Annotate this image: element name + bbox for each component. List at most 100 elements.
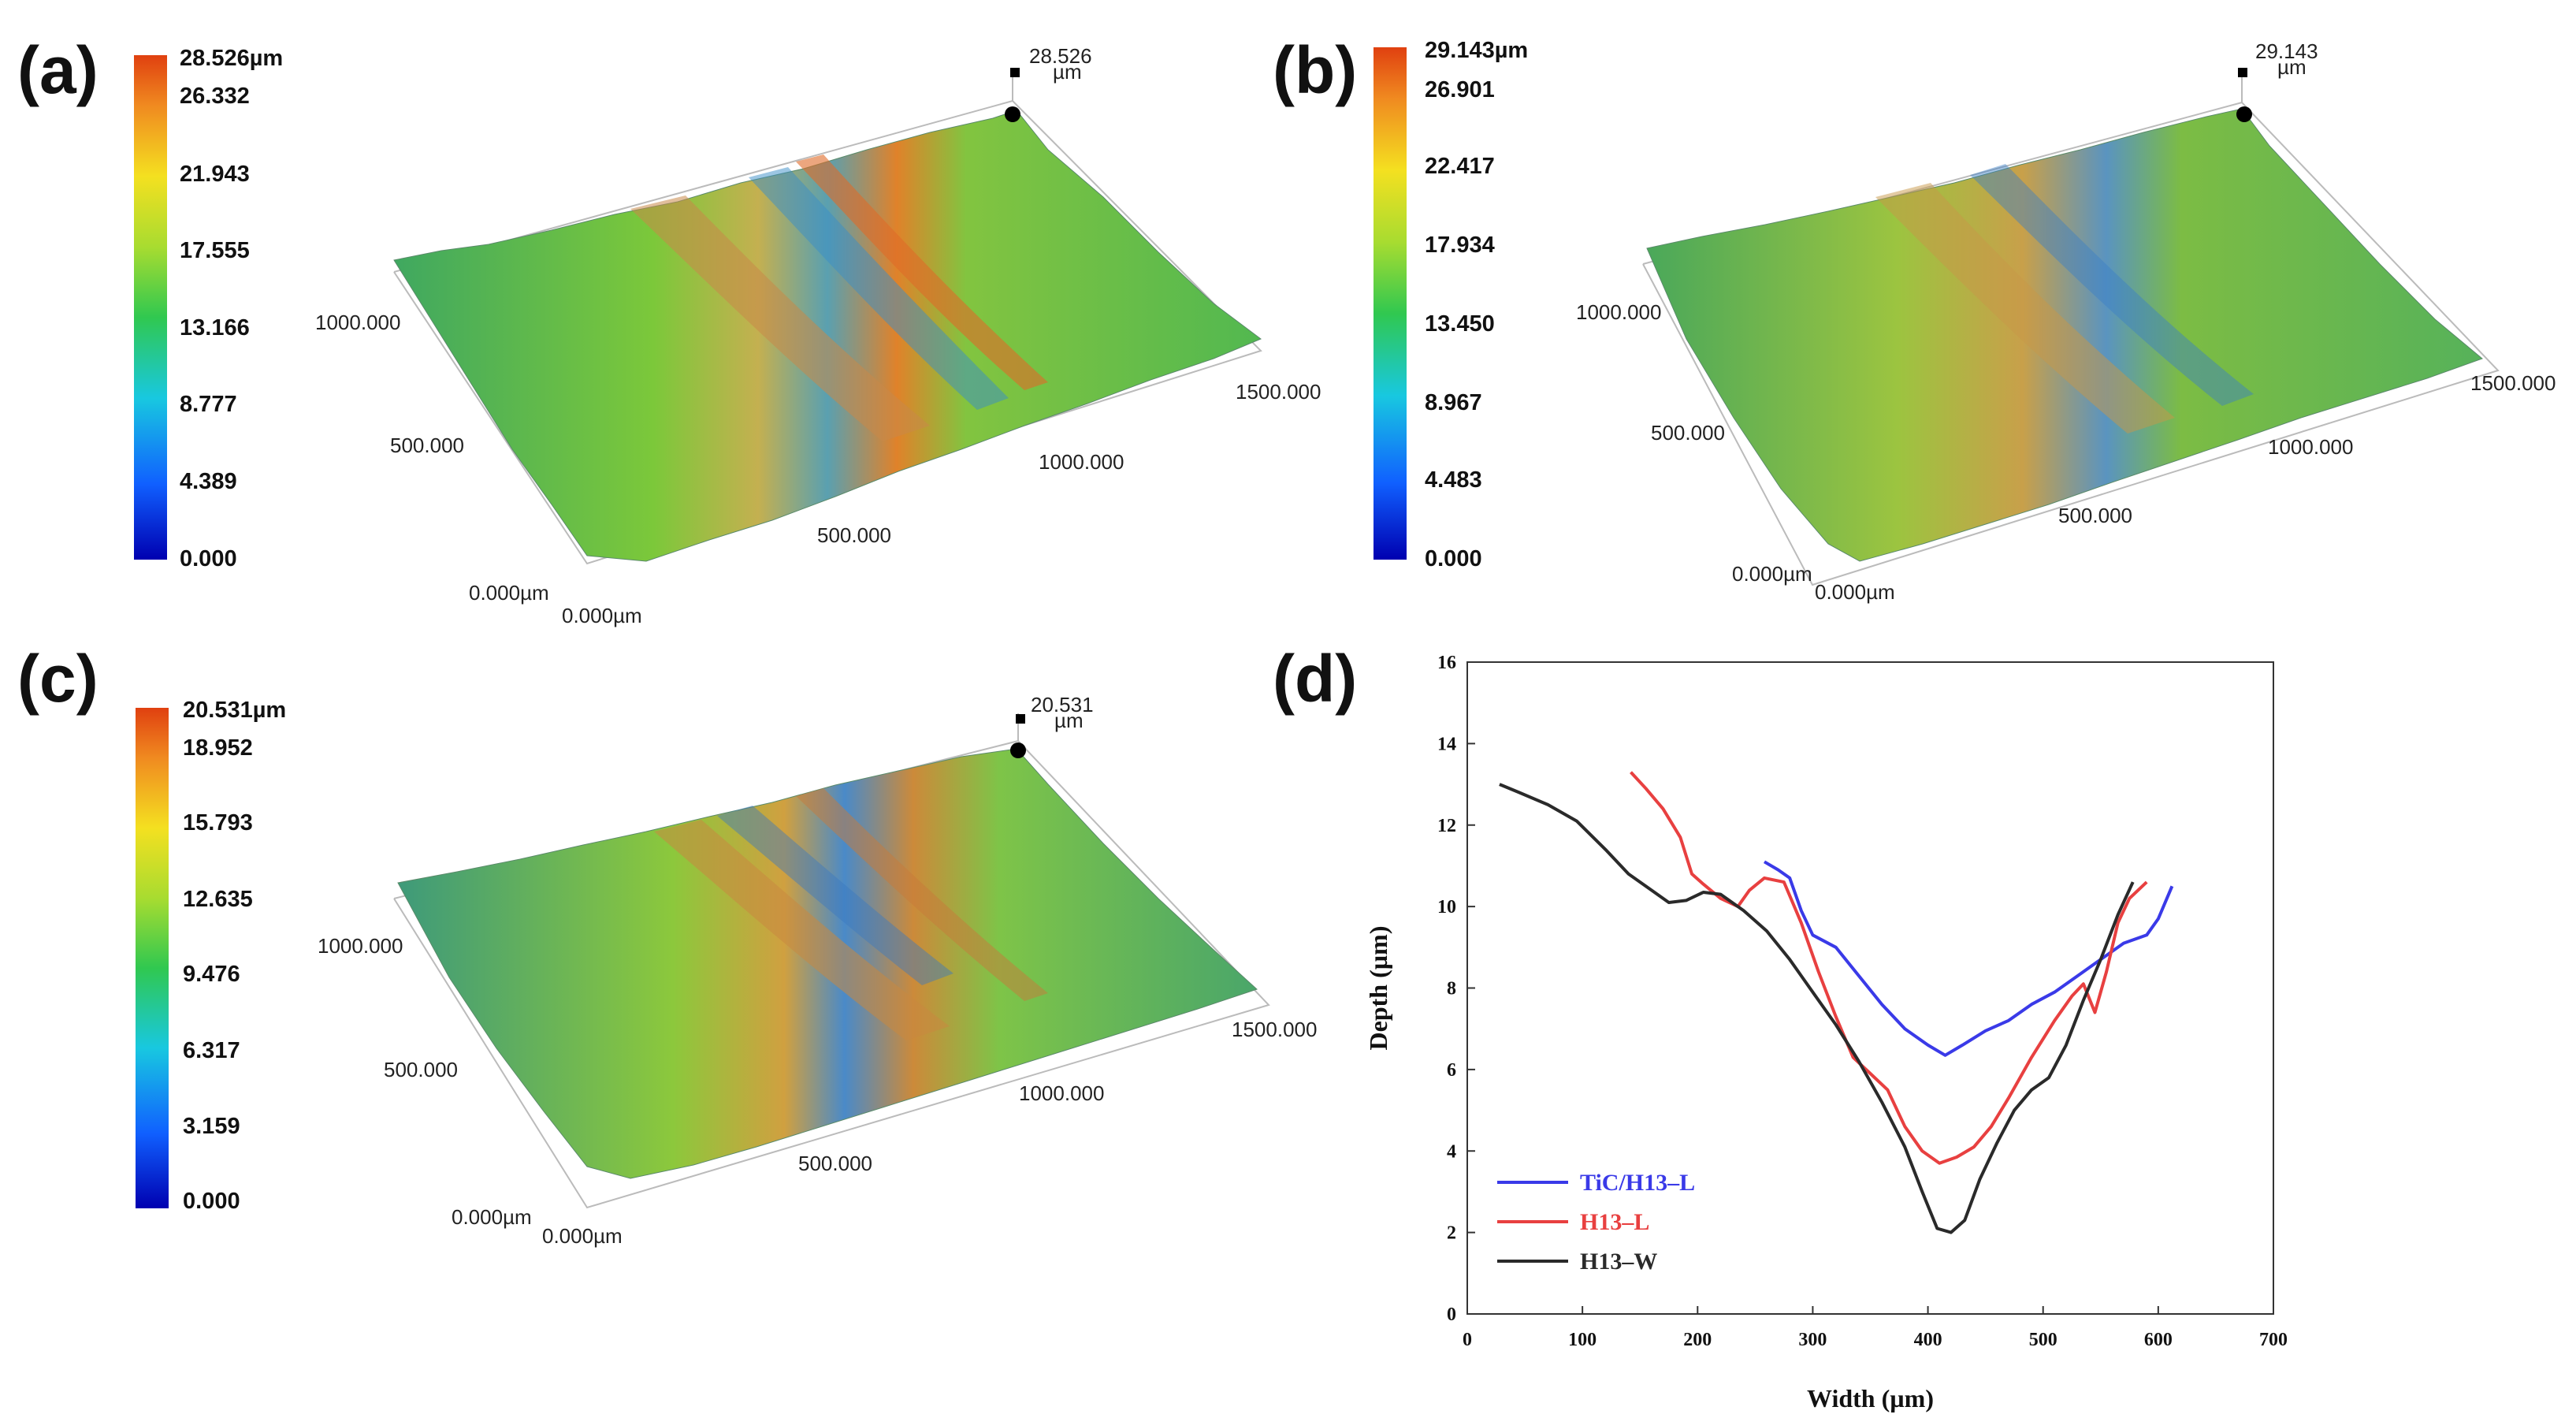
x-tick-label: 200 xyxy=(1683,1330,1712,1350)
colorbar-tick: 22.417 xyxy=(1425,154,1495,179)
x-axis-tick: 500.000 xyxy=(817,523,891,547)
legend-label-2: H13–W xyxy=(1580,1249,1657,1275)
legend-label-0: TiC/H13–L xyxy=(1580,1170,1695,1196)
wear-track-band xyxy=(654,820,950,1040)
y-axis-tick: 1000.000 xyxy=(315,311,400,334)
colorbar-tick: 8.777 xyxy=(180,392,237,417)
colorbar-tick: 4.389 xyxy=(180,469,237,494)
colorbar-max-label: 28.526µm xyxy=(180,46,283,71)
y-axis-label: Depth (µm) xyxy=(1364,926,1392,1051)
y-tick-label: 16 xyxy=(1437,653,1456,673)
colorbar-tick: 17.934 xyxy=(1425,233,1495,258)
x-tick-label: 700 xyxy=(2259,1330,2288,1350)
wear-track-band xyxy=(1970,164,2254,406)
x-axis-tick: 1500.000 xyxy=(1236,380,1321,404)
x-tick-label: 500 xyxy=(2029,1330,2057,1350)
max-marker-icon xyxy=(2238,68,2247,77)
surface-frame xyxy=(1642,101,2500,586)
x-tick-label: 400 xyxy=(1914,1330,1942,1350)
panel-d-label: (d) xyxy=(1273,642,1357,716)
x-tick-label: 600 xyxy=(2144,1330,2173,1350)
colorbar-tick: 26.901 xyxy=(1425,77,1495,102)
wear-track-band xyxy=(749,167,1009,410)
wear-track-band xyxy=(1875,183,2175,434)
legend-label-1: H13–L xyxy=(1580,1209,1649,1235)
origin-y-label: 0.000µm xyxy=(452,1205,532,1229)
x-axis-label: Width (µm) xyxy=(1807,1384,1934,1412)
colorbar-tick: 18.952 xyxy=(183,735,253,761)
colorbar-tick: 15.793 xyxy=(183,810,253,836)
y-axis-tick: 500.000 xyxy=(1651,421,1725,445)
corner-value: 28.526 xyxy=(1029,44,1092,68)
colorbar-min-label: 0.000 xyxy=(180,546,237,571)
x-axis-tick: 1000.000 xyxy=(1039,450,1124,474)
x-axis-tick: 1000.000 xyxy=(2268,435,2353,459)
corner-unit: µm xyxy=(1053,60,1082,84)
y-tick-label: 4 xyxy=(1447,1141,1456,1162)
origin-marker-icon xyxy=(1005,106,1020,122)
colorbar-tick: 17.555 xyxy=(180,238,250,263)
panel-b-label: (b) xyxy=(1273,33,1357,107)
x-tick-label: 100 xyxy=(1568,1330,1597,1350)
x-axis-tick: 1500.000 xyxy=(2470,371,2556,395)
colorbar-tick: 3.159 xyxy=(183,1114,240,1139)
y-axis-tick: 1000.000 xyxy=(1576,300,1661,324)
origin-y-label: 0.000µm xyxy=(469,581,549,605)
max-marker-icon xyxy=(1016,714,1025,724)
colorbar-max-label: 20.531µm xyxy=(183,698,286,723)
y-axis-tick: 500.000 xyxy=(390,434,464,457)
series-line-2 xyxy=(1499,783,2135,1234)
panel-c-colorbar xyxy=(136,708,169,1208)
panel-c-label: (c) xyxy=(17,642,99,716)
panel-c: (c) 20.531µm 18.952 15.793 12.635 9.476 … xyxy=(17,642,1317,1248)
x-axis-tick: 1500.000 xyxy=(1232,1018,1317,1041)
corner-value: 29.143 xyxy=(2255,39,2318,63)
max-marker-icon xyxy=(1010,68,1020,77)
panel-d: (d) 0 100 200 300 400 500 600 700 0 2 4 6 8 10 12 14 16 W… xyxy=(1273,642,2288,1412)
y-tick-label: 8 xyxy=(1447,979,1456,999)
origin-x-label: 0.000µm xyxy=(542,1224,623,1248)
y-tick-label: 14 xyxy=(1437,734,1456,754)
y-axis-tick: 1000.000 xyxy=(318,934,403,958)
x-axis-tick: 500.000 xyxy=(798,1152,872,1175)
y-tick-label: 6 xyxy=(1447,1060,1456,1081)
y-tick-label: 12 xyxy=(1437,816,1456,836)
colorbar-tick: 12.635 xyxy=(183,887,253,912)
x-tick-label: 300 xyxy=(1798,1330,1827,1350)
wear-track-band xyxy=(796,154,1048,390)
wear-track-band xyxy=(630,195,930,441)
corner-unit: µm xyxy=(2277,55,2307,79)
origin-y-label: 0.000µm xyxy=(1732,562,1812,586)
colorbar-min-label: 0.000 xyxy=(1425,546,1482,571)
panel-b-colorbar xyxy=(1373,47,1407,560)
series-line-1 xyxy=(1630,771,2148,1165)
panel-a-label: (a) xyxy=(17,33,99,107)
origin-marker-icon xyxy=(2236,106,2252,122)
colorbar-tick: 13.450 xyxy=(1425,311,1495,337)
origin-marker-icon xyxy=(1010,742,1026,758)
colorbar-tick: 13.166 xyxy=(180,315,250,341)
y-axis-tick: 500.000 xyxy=(384,1058,458,1081)
x-axis-tick: 500.000 xyxy=(2058,504,2132,527)
x-axis-tick: 1000.000 xyxy=(1019,1081,1104,1105)
corner-value: 20.531 xyxy=(1031,693,1094,716)
corner-unit: µm xyxy=(1054,709,1084,732)
colorbar-tick: 8.967 xyxy=(1425,390,1482,415)
colorbar-max-label: 29.143µm xyxy=(1425,38,1528,63)
colorbar-tick: 4.483 xyxy=(1425,467,1482,493)
x-tick-label: 0 xyxy=(1463,1330,1472,1350)
y-tick-label: 0 xyxy=(1447,1304,1456,1325)
origin-x-label: 0.000µm xyxy=(1815,580,1895,604)
colorbar-tick: 6.317 xyxy=(183,1038,240,1063)
wear-track-band xyxy=(796,788,1048,1001)
y-tick-label: 2 xyxy=(1447,1223,1456,1244)
panel-a-colorbar xyxy=(134,55,167,560)
panel-b: (b) 29.143µm 26.901 22.417 17.934 13.450… xyxy=(1273,33,2556,604)
surface-frame xyxy=(393,99,1262,565)
colorbar-tick: 21.943 xyxy=(180,162,250,187)
origin-x-label: 0.000µm xyxy=(562,604,642,627)
panel-a: (a) 28.526µm 26.332 21.943 17.555 13.166… xyxy=(17,33,1321,627)
depth-profile-chart: 0 100 200 300 400 500 600 700 0 2 4 6 8 10 12 14 16 Width… xyxy=(1364,653,2288,1412)
